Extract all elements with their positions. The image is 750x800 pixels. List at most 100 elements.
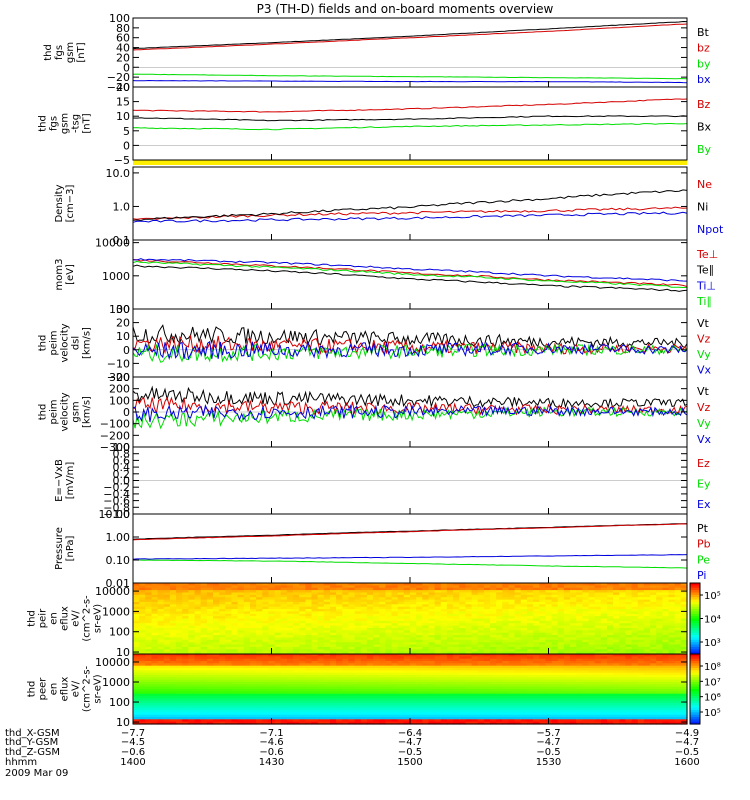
spectrogram-cell (631, 635, 639, 639)
spectrogram-cell (256, 682, 263, 685)
spectrogram-cell (169, 654, 177, 657)
spectrogram-cell (385, 592, 393, 596)
spectrogram-cell (348, 597, 356, 601)
spectrogram-cell (637, 597, 645, 601)
spectrogram-cell (508, 712, 516, 716)
spectrogram-cell (293, 597, 300, 601)
spectrogram-cell (280, 611, 288, 615)
spectrogram-cell (668, 609, 676, 612)
colorbar-segment (690, 637, 700, 641)
spectrogram-cell (508, 703, 516, 706)
spectrogram-cell (502, 698, 510, 702)
spectrogram-cell (169, 616, 177, 620)
spectrogram-cell (502, 620, 510, 624)
spectrogram-cell (619, 637, 627, 641)
spectrogram-cell (206, 679, 214, 683)
spectrogram-cell (336, 616, 343, 620)
spectrogram-cell (410, 654, 417, 657)
spectrogram-cell (662, 604, 670, 608)
spectrogram-cell (231, 677, 239, 681)
spectrogram-cell (594, 597, 602, 601)
spectrogram-cell (514, 703, 522, 706)
spectrogram-cell (262, 703, 270, 706)
spectrogram-cell (268, 606, 276, 610)
spectrogram-cell (336, 712, 343, 716)
spectrogram-cell (650, 613, 657, 617)
spectrogram-cell (256, 703, 263, 706)
legend-Npot: Npot (697, 223, 724, 236)
spectrogram-cell (403, 670, 411, 674)
spectrogram-cell (446, 658, 454, 662)
spectrogram-cell (453, 623, 460, 627)
spectrogram-cell (256, 668, 263, 671)
spectrogram-cell (262, 665, 270, 669)
spectrogram-cell (440, 689, 448, 692)
spectrogram-cell (163, 684, 171, 688)
spectrogram-cell (354, 639, 362, 643)
spectrogram-cell (379, 670, 386, 674)
spectrogram-cell (514, 637, 522, 641)
spectrogram-cell (274, 625, 282, 629)
spectrogram-cell (459, 675, 466, 678)
spectrogram-cell (459, 630, 466, 634)
spectrogram-cell (403, 684, 411, 688)
spectrogram-cell (459, 700, 466, 704)
spectrogram-cell (274, 620, 282, 624)
spectrogram-cell (213, 625, 220, 629)
spectrogram-cell (342, 611, 350, 615)
spectrogram-cell (133, 646, 140, 650)
spectrogram-cell (354, 719, 362, 723)
spectrogram-cell (176, 689, 183, 692)
spectrogram-cell (625, 606, 633, 610)
spectrogram-cell (379, 712, 386, 716)
spectrogram-cell (403, 599, 411, 603)
spectrogram-cell (373, 677, 380, 681)
spectrogram-cell (551, 639, 559, 643)
spectrogram-cell (336, 677, 343, 681)
spectrogram-cell (600, 606, 608, 610)
spectrogram-cell (256, 590, 263, 594)
spectrogram-cell (151, 583, 159, 586)
spectrogram-cell (379, 684, 386, 688)
spectrogram-cell (471, 712, 479, 716)
spectrogram-cell (286, 696, 294, 699)
spectrogram-cell (391, 632, 399, 636)
spectrogram-cell (323, 587, 331, 591)
spectrogram-cell (139, 712, 146, 716)
spectrogram-cell (163, 585, 171, 589)
spectrogram-cell (237, 670, 245, 674)
spectrogram-cell (206, 597, 214, 601)
ylabel-line: thd (43, 44, 54, 61)
spectrogram-cell (637, 592, 645, 596)
spectrogram-cell (619, 601, 627, 605)
spectrogram-cell (508, 649, 516, 653)
spectrogram-cell (250, 661, 257, 664)
spectrogram-cell (323, 639, 331, 643)
ylabel-line: mom3 (54, 259, 65, 291)
spectrogram-cell (354, 710, 362, 713)
spectrogram-cell (219, 628, 226, 631)
spectrogram-cell (280, 628, 288, 631)
spectrogram-cell (274, 592, 282, 596)
spectrogram-cell (397, 637, 405, 641)
spectrogram-cell (342, 658, 350, 662)
spectrogram-cell (508, 693, 516, 697)
spectrogram-cell (280, 719, 288, 723)
spectrogram-cell (625, 625, 633, 629)
spectrogram-cell (508, 646, 516, 650)
spectrogram-cell (360, 670, 368, 674)
spectrogram-cell (330, 590, 337, 594)
spectrogram-cell (200, 592, 208, 596)
spectrogram-cell (250, 628, 257, 631)
spectrogram-cell (563, 613, 571, 617)
spectrogram-cell (613, 609, 620, 612)
spectrogram-cell (213, 661, 220, 664)
spectrogram-cell (416, 635, 423, 639)
spectrogram-cell (631, 625, 639, 629)
spectrogram-cell (293, 583, 300, 586)
spectrogram-cell (508, 630, 516, 634)
spectrogram-cell (139, 637, 146, 641)
spectrogram-cell (403, 642, 411, 646)
spectrogram-cell (250, 717, 257, 720)
spectrogram-cell (588, 620, 596, 624)
